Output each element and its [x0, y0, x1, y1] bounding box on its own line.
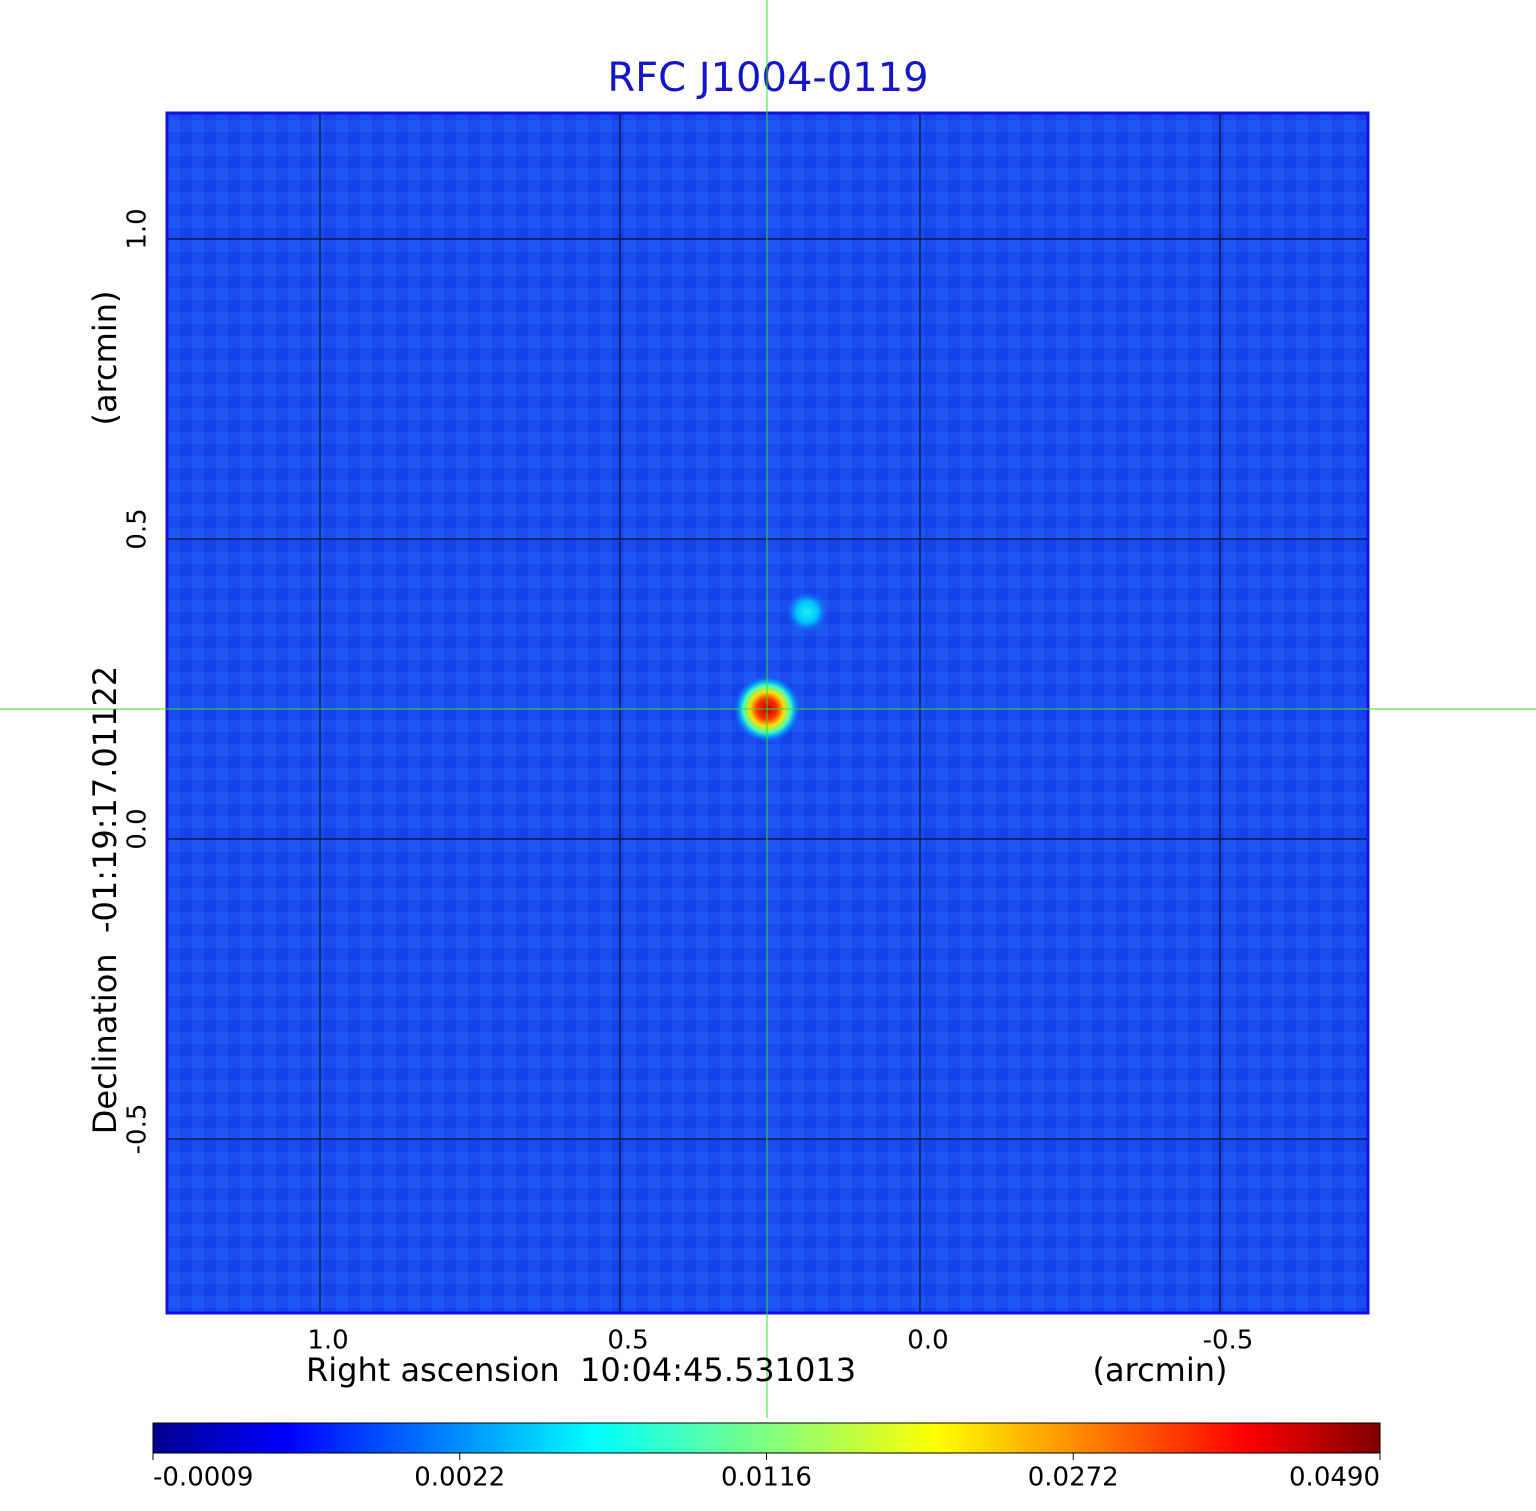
x-axis-label: Right ascension 10:04:45.531013: [306, 1351, 856, 1389]
y-tick-label: 1.0: [123, 208, 153, 249]
colorbar-tick-label: 0.0116: [721, 1463, 812, 1493]
y-tick-label: 0.5: [123, 508, 153, 549]
x-tick-label: 0.0: [907, 1326, 948, 1356]
colorbar: [152, 1422, 1381, 1454]
colorbar-tick-label: 0.0490: [1289, 1463, 1380, 1493]
colorbar-tick-label: 0.0272: [1028, 1463, 1119, 1493]
y-tick-label: 0.0: [123, 808, 153, 849]
colorbar-tick-label: -0.0009: [153, 1463, 253, 1493]
y-axis-unit: (arcmin): [86, 291, 124, 426]
colorbar-tick-label: 0.0022: [414, 1463, 505, 1493]
x-tick-label: 0.5: [607, 1326, 648, 1356]
source-emission: [785, 590, 829, 634]
x-axis-unit: (arcmin): [1093, 1351, 1228, 1389]
y-axis-label: Declination -01:19:17.01122: [86, 666, 124, 1134]
chart-title: RFC J1004-0119: [607, 55, 928, 101]
x-tick-label: 1.0: [307, 1326, 348, 1356]
x-tick-label: -0.5: [1203, 1326, 1254, 1356]
y-tick-label: -0.5: [123, 1104, 153, 1155]
